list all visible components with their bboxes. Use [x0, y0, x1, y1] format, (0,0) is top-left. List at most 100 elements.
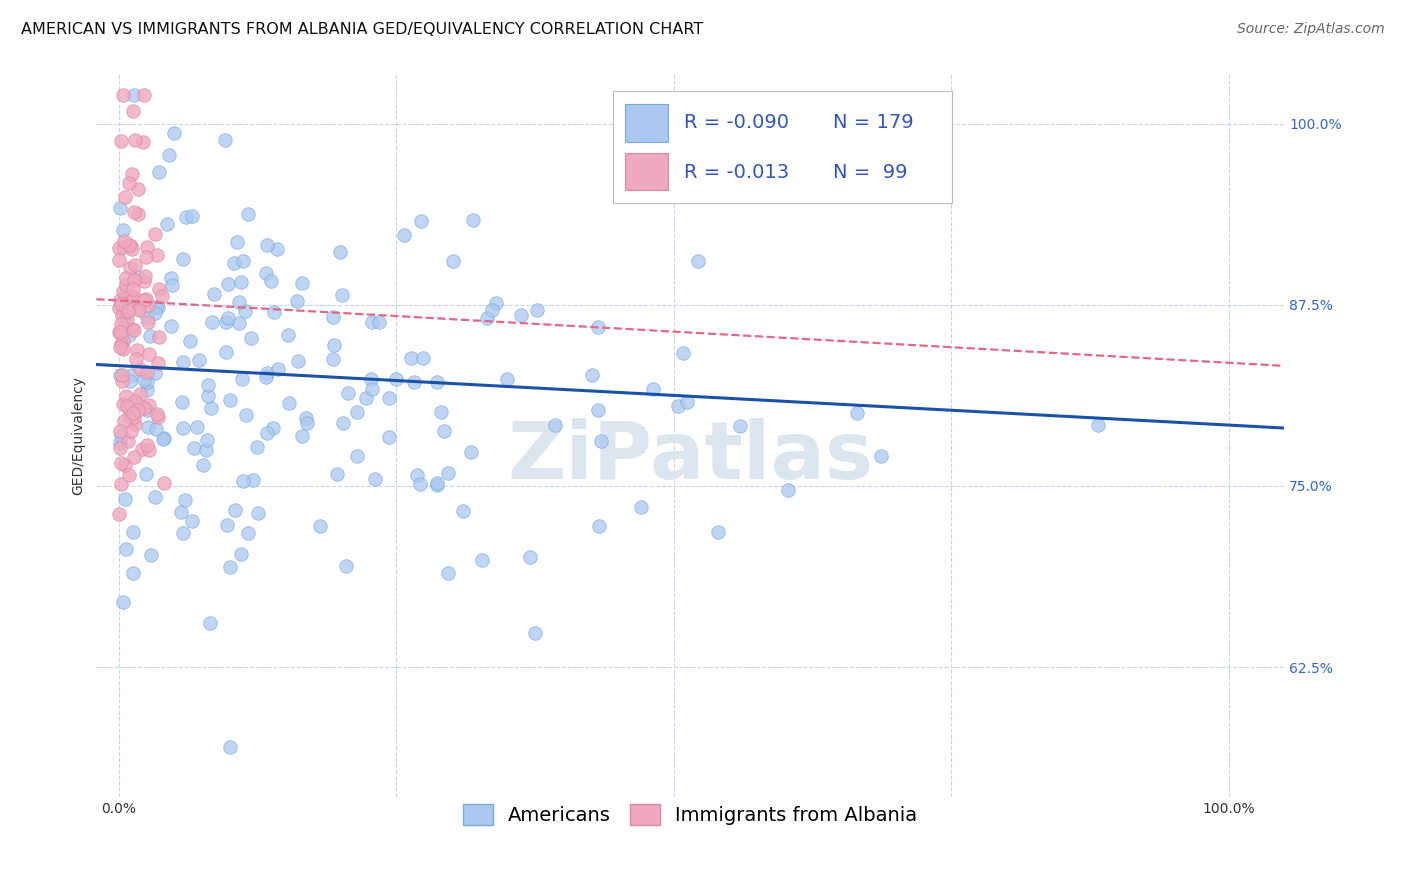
Point [127, 294, 149, 309]
Point [259, 274, 281, 288]
Point [197, 389, 219, 403]
Point [195, 433, 218, 447]
Point [114, 190, 136, 204]
Point [112, 308, 135, 322]
FancyBboxPatch shape [626, 153, 668, 190]
Point [173, 493, 195, 508]
Text: N = 179: N = 179 [832, 113, 914, 133]
Point [108, 301, 131, 315]
Point [267, 362, 290, 376]
Point [111, 368, 134, 382]
Point [232, 254, 254, 268]
Point [110, 337, 132, 351]
Point [172, 421, 194, 435]
Point [108, 507, 131, 521]
Point [484, 296, 506, 310]
Point [145, 248, 167, 262]
Point [111, 397, 134, 411]
Point [117, 434, 139, 448]
Text: Source: ZipAtlas.com: Source: ZipAtlas.com [1237, 22, 1385, 37]
Text: R = -0.090: R = -0.090 [685, 113, 789, 133]
Point [402, 376, 425, 390]
Point [160, 319, 183, 334]
Point [108, 424, 131, 438]
Point [360, 372, 382, 386]
Point [291, 276, 314, 290]
Point [120, 297, 142, 311]
Point [232, 474, 254, 488]
Point [409, 214, 432, 228]
Point [114, 542, 136, 557]
Point [170, 394, 193, 409]
Point [108, 241, 131, 255]
Point [121, 408, 143, 422]
Point [108, 340, 131, 354]
Point [148, 283, 170, 297]
Point [322, 352, 344, 367]
Point [134, 373, 156, 387]
Point [437, 566, 460, 580]
Point [112, 234, 135, 248]
Point [121, 242, 143, 256]
Point [124, 417, 146, 432]
Point [730, 419, 752, 434]
Point [112, 285, 135, 299]
Point [361, 315, 384, 329]
Point [128, 387, 150, 401]
Point [322, 338, 344, 352]
Point [124, 393, 146, 408]
Point [346, 450, 368, 464]
Point [115, 389, 138, 403]
Point [146, 409, 169, 424]
Point [526, 302, 548, 317]
Point [122, 281, 145, 295]
Point [222, 256, 245, 270]
Point [337, 386, 360, 401]
Point [236, 207, 259, 221]
Point [256, 426, 278, 441]
Point [451, 504, 474, 518]
Point [148, 330, 170, 344]
Point [132, 274, 155, 288]
Point [429, 405, 451, 419]
Point [672, 346, 695, 360]
Point [148, 300, 170, 314]
Point [266, 242, 288, 256]
Point [172, 526, 194, 541]
Point [254, 369, 277, 384]
Point [197, 378, 219, 392]
Point [121, 103, 143, 118]
Point [122, 290, 145, 304]
Point [160, 271, 183, 285]
Point [246, 441, 269, 455]
Point [845, 405, 868, 419]
Point [114, 315, 136, 329]
Point [181, 209, 204, 223]
Point [215, 315, 238, 329]
Point [114, 491, 136, 506]
Point [122, 323, 145, 337]
Point [354, 391, 377, 405]
Point [217, 311, 239, 326]
Point [392, 227, 415, 242]
Point [246, 506, 269, 520]
Point [643, 382, 665, 396]
Point [136, 376, 159, 390]
Point [233, 304, 256, 318]
Point [138, 398, 160, 412]
Point [143, 490, 166, 504]
Point [308, 519, 330, 533]
Point [256, 367, 278, 381]
Point [108, 293, 131, 308]
Point [121, 322, 143, 336]
Point [160, 278, 183, 293]
Point [405, 468, 427, 483]
Point [277, 328, 299, 343]
Point [586, 320, 609, 334]
Point [122, 566, 145, 581]
Point [136, 420, 159, 434]
FancyBboxPatch shape [613, 91, 952, 203]
Point [145, 300, 167, 314]
Point [121, 167, 143, 181]
Point [235, 408, 257, 422]
